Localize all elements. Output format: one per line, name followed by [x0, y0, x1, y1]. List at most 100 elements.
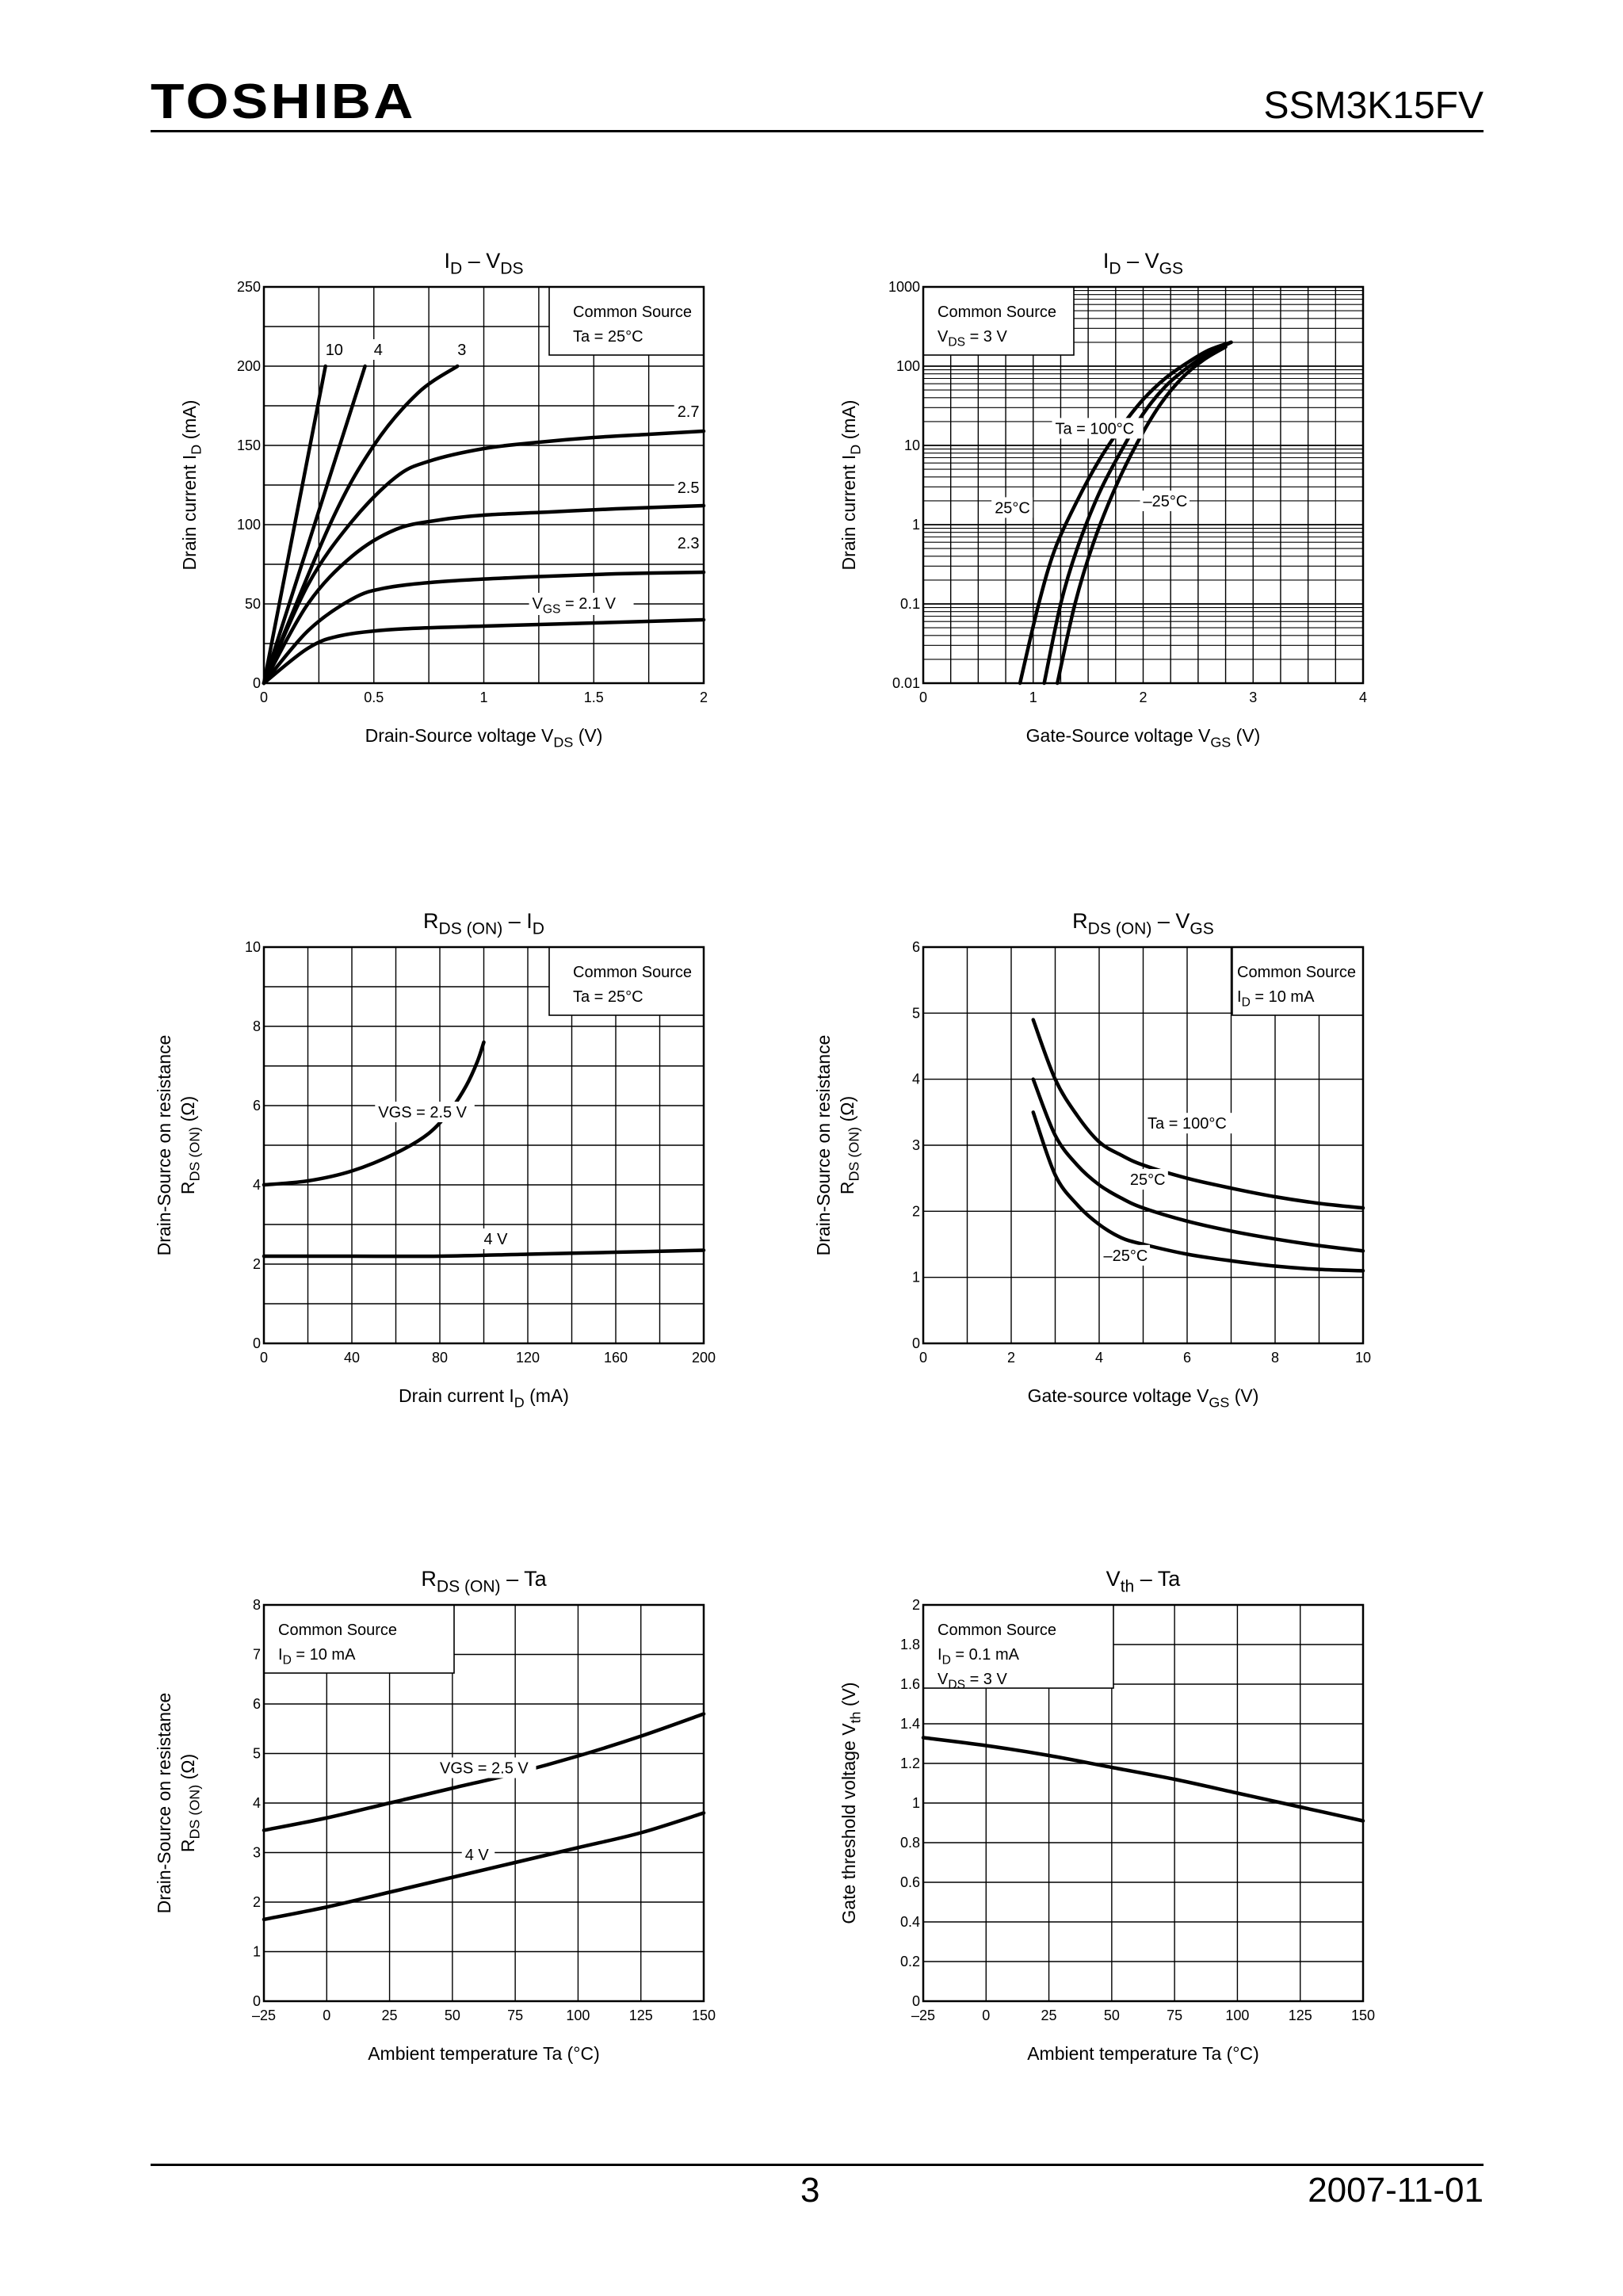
annotation-bg [375, 1102, 475, 1122]
x-tick-label: 1 [1029, 690, 1037, 705]
legend-entry: ID = 10 mA [278, 1646, 356, 1668]
chart-title: ID – VGS [1103, 249, 1183, 278]
series-line-0 [262, 1712, 706, 1832]
y-tick-label: 1 [912, 1795, 920, 1811]
series-line-0 [262, 364, 327, 686]
series-line-1 [1042, 340, 1233, 686]
y-axis-label: Drain current ID (mA) [179, 400, 204, 571]
x-tick-label: 3 [1249, 690, 1257, 705]
toshiba-logo: TOSHIBA [151, 74, 416, 129]
y-tick-label: 2 [912, 1203, 920, 1219]
y-tick-label: 2 [912, 1597, 920, 1613]
legend-entry: ID = 0.1 mA [938, 1646, 1020, 1668]
x-axis-label: Drain-Source voltage VDS (V) [365, 725, 603, 750]
x-tick-label: 4 [1359, 690, 1367, 705]
annotation-label: 2.7 [678, 403, 700, 421]
series-group [1031, 1018, 1365, 1273]
x-tick-label: 1.5 [584, 690, 604, 705]
x-tick-label: 125 [1289, 2008, 1312, 2023]
series-line-1 [262, 1811, 706, 1922]
y-tick-label: 1000 [888, 279, 920, 295]
y-tick-label: 6 [253, 1098, 261, 1114]
x-tick-label: 0 [919, 1350, 927, 1366]
annotation-bg [674, 401, 708, 422]
legend-entry: ID = 10 mA [1237, 988, 1315, 1010]
y-axis-label-text: Drain-Source on resistance [813, 1035, 834, 1256]
chart-title: Vth – Ta [1106, 1567, 1182, 1596]
chart-title: RDS (ON) – Ta [421, 1567, 547, 1596]
y-tick-label: 10 [904, 437, 920, 453]
series-line-1 [262, 364, 367, 686]
plot-frame [262, 285, 705, 685]
x-tick-label: 125 [629, 2008, 653, 2023]
chart-rds_vgs: Common Source ID = 10 mA Ta = 100°C 25°C –25… [813, 909, 1371, 1410]
x-tick-label: 200 [692, 1350, 716, 1366]
x-tick-label: 150 [1351, 2008, 1375, 2023]
x-axis-label: Gate-source voltage VGS (V) [1028, 1385, 1259, 1410]
y-axis-label: Drain-Source on resistance RDS (ON) (Ω) [154, 1035, 202, 1256]
legend-box [263, 1604, 455, 1674]
vgs-label: VGS = 2.1 V [533, 595, 617, 617]
annotation-label: VGS = 2.5 V [378, 1104, 467, 1121]
y-axis-label-text: Gate threshold voltage Vth (V) [838, 1682, 863, 1924]
x-tick-label: 25 [382, 2008, 398, 2023]
x-tick-label: 75 [1167, 2008, 1182, 2023]
annotation-label: Ta = 100°C [1056, 420, 1135, 437]
document-date: 2007-11-01 [1308, 2171, 1484, 2210]
series-line-0 [1018, 340, 1233, 686]
annotations: VGS = 2.5 V 4 V [375, 1102, 514, 1249]
series-line-5 [262, 570, 706, 686]
grid [264, 1605, 704, 2001]
x-tick-label: 75 [507, 2008, 523, 2023]
plot-frame [922, 1603, 1365, 2003]
y-tick-label: 0.4 [900, 1914, 920, 1930]
legend-entry: VDS = 3 V [938, 328, 1007, 350]
x-tick-label: 100 [566, 2008, 590, 2023]
annotation-bg [991, 497, 1033, 518]
y-tick-label: 2 [253, 1256, 261, 1272]
y-tick-label: 150 [237, 437, 261, 453]
x-tick-label: 0.5 [364, 690, 384, 705]
annotations: Ta = 100°C 25°C –25°C [1100, 1113, 1236, 1266]
x-tick-label: 0 [323, 2008, 330, 2023]
tick-labels: 0 40 80 120 160 200 0 2 4 6 8 10 [245, 939, 716, 1366]
y-tick-label: 250 [237, 279, 261, 295]
x-tick-label: –25 [911, 2008, 935, 2023]
plot-frame [262, 946, 705, 1345]
series-group [262, 364, 706, 686]
legend-box [548, 946, 705, 1016]
annotation-label: –25°C [1144, 493, 1188, 510]
annotation-bg [437, 1757, 537, 1778]
series-line-0 [921, 1736, 1365, 1823]
annotation-label: Ta = 100°C [1148, 1115, 1227, 1133]
annotation-bg [529, 593, 634, 615]
annotation-bg [674, 477, 708, 498]
y-tick-label: 0 [253, 1993, 261, 2009]
y-axis-label-text: Drain current ID (mA) [838, 400, 863, 571]
x-tick-label: 0 [260, 690, 268, 705]
x-tick-label: 1 [479, 690, 487, 705]
annotation-label: VGS = 2.5 V [440, 1760, 529, 1778]
annotation-bg [480, 1228, 514, 1249]
x-axis-label: Ambient temperature Ta (°C) [368, 2043, 600, 2064]
annotation-bg [674, 533, 708, 553]
annotation-label: 2.5 [678, 479, 700, 497]
legend-entry: Ta = 25°C [573, 328, 643, 346]
legend: Common Source ID = 10 mA [263, 1604, 455, 1674]
x-tick-label: 80 [432, 1350, 448, 1366]
series-line-3 [262, 429, 706, 686]
y-tick-label: 4 [253, 1177, 261, 1193]
x-axis-label: Ambient temperature Ta (°C) [1027, 2043, 1259, 2064]
plot-frame [262, 1603, 705, 2003]
series-group [262, 1040, 706, 1259]
annotation-bg [1144, 1113, 1236, 1134]
x-tick-label: 40 [344, 1350, 360, 1366]
series-line-0 [1031, 1018, 1365, 1210]
series-group [262, 1712, 706, 1922]
legend: Common Source Ta = 25°C [548, 286, 705, 356]
part-number: SSM3K15FV [1263, 85, 1484, 127]
y-tick-label: 100 [237, 517, 261, 533]
x-tick-label: 100 [1225, 2008, 1249, 2023]
